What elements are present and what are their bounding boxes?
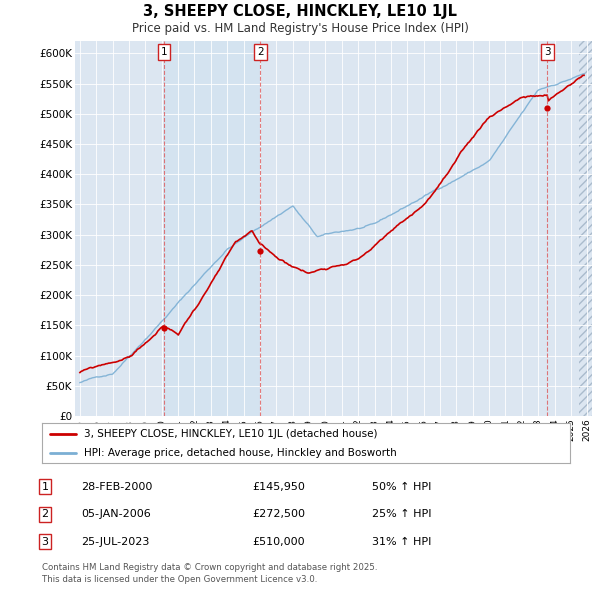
Text: 25% ↑ HPI: 25% ↑ HPI	[372, 510, 431, 519]
Text: 2: 2	[257, 47, 263, 57]
Text: 3, SHEEPY CLOSE, HINCKLEY, LE10 1JL (detached house): 3, SHEEPY CLOSE, HINCKLEY, LE10 1JL (det…	[84, 429, 378, 439]
Text: 25-JUL-2023: 25-JUL-2023	[81, 537, 149, 546]
Text: 05-JAN-2006: 05-JAN-2006	[81, 510, 151, 519]
Text: Contains HM Land Registry data © Crown copyright and database right 2025.
This d: Contains HM Land Registry data © Crown c…	[42, 563, 377, 584]
Text: HPI: Average price, detached house, Hinckley and Bosworth: HPI: Average price, detached house, Hinc…	[84, 448, 397, 458]
Bar	[579, 41, 592, 416]
Text: 3: 3	[544, 47, 551, 57]
Text: 3: 3	[41, 537, 49, 546]
Text: £145,950: £145,950	[252, 482, 305, 491]
Text: 31% ↑ HPI: 31% ↑ HPI	[372, 537, 431, 546]
Bar	[579, 41, 592, 416]
Bar	[164, 41, 260, 416]
Text: 28-FEB-2000: 28-FEB-2000	[81, 482, 152, 491]
Text: Price paid vs. HM Land Registry's House Price Index (HPI): Price paid vs. HM Land Registry's House …	[131, 22, 469, 35]
Text: £272,500: £272,500	[252, 510, 305, 519]
Text: 1: 1	[41, 482, 49, 491]
Text: 50% ↑ HPI: 50% ↑ HPI	[372, 482, 431, 491]
Text: 1: 1	[161, 47, 167, 57]
Text: 2: 2	[41, 510, 49, 519]
Text: £510,000: £510,000	[252, 537, 305, 546]
Text: 3, SHEEPY CLOSE, HINCKLEY, LE10 1JL: 3, SHEEPY CLOSE, HINCKLEY, LE10 1JL	[143, 4, 457, 19]
